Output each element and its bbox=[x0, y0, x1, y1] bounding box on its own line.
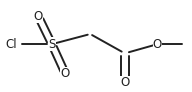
Text: S: S bbox=[48, 38, 55, 51]
Text: O: O bbox=[34, 10, 43, 23]
Text: O: O bbox=[120, 76, 129, 89]
Text: O: O bbox=[61, 67, 70, 80]
Text: O: O bbox=[153, 38, 162, 51]
Text: Cl: Cl bbox=[6, 38, 17, 51]
